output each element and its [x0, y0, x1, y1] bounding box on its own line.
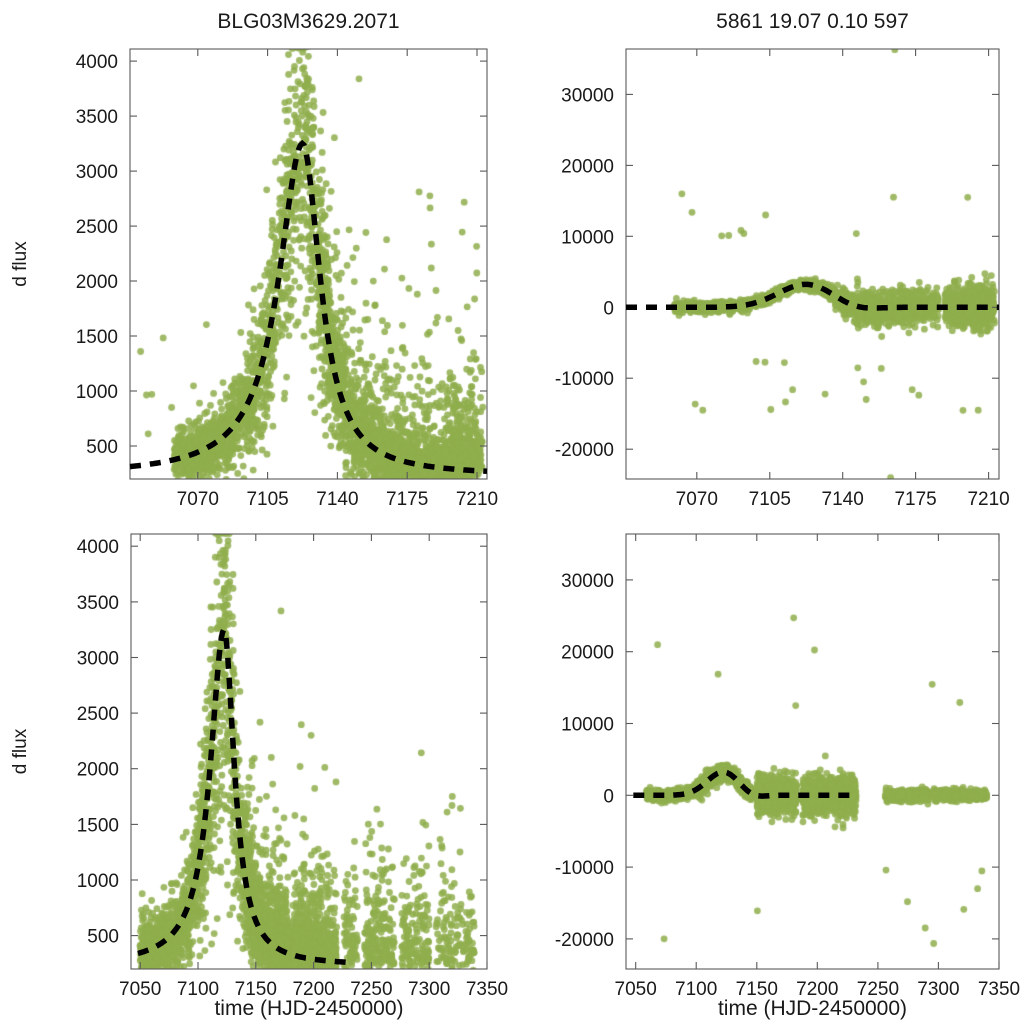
- svg-text:7050: 7050: [119, 979, 161, 1000]
- svg-text:1000: 1000: [76, 382, 118, 403]
- svg-text:7050: 7050: [615, 979, 657, 1000]
- svg-text:7175: 7175: [386, 489, 428, 510]
- svg-text:7105: 7105: [749, 489, 791, 510]
- svg-text:2000: 2000: [77, 760, 119, 781]
- svg-text:7300: 7300: [408, 979, 450, 1000]
- svg-text:d flux: d flux: [10, 728, 31, 774]
- svg-text:7175: 7175: [894, 489, 936, 510]
- svg-text:5861 19.07 0.10 597: 5861 19.07 0.10 597: [716, 10, 909, 33]
- svg-text:2000: 2000: [76, 272, 118, 293]
- svg-text:30000: 30000: [561, 571, 614, 592]
- svg-text:7350: 7350: [978, 979, 1020, 1000]
- svg-text:1500: 1500: [76, 327, 118, 348]
- svg-text:3500: 3500: [76, 107, 118, 128]
- svg-text:7140: 7140: [822, 489, 864, 510]
- svg-text:-10000: -10000: [555, 369, 614, 390]
- svg-text:7070: 7070: [177, 489, 219, 510]
- svg-text:1000: 1000: [77, 871, 119, 892]
- svg-text:30000: 30000: [561, 85, 614, 106]
- svg-text:3500: 3500: [77, 593, 119, 614]
- svg-text:0: 0: [603, 786, 614, 807]
- svg-text:500: 500: [87, 927, 119, 948]
- svg-text:BLG03M3629.2071: BLG03M3629.2071: [217, 10, 399, 33]
- svg-text:7350: 7350: [466, 979, 508, 1000]
- svg-text:4000: 4000: [76, 52, 118, 73]
- svg-text:4000: 4000: [77, 537, 119, 558]
- svg-text:7100: 7100: [675, 979, 717, 1000]
- svg-text:500: 500: [86, 437, 118, 458]
- svg-text:1500: 1500: [77, 815, 119, 836]
- svg-text:2500: 2500: [76, 217, 118, 238]
- svg-text:7210: 7210: [967, 489, 1009, 510]
- svg-text:3000: 3000: [76, 162, 118, 183]
- svg-text:-20000: -20000: [555, 930, 614, 951]
- svg-text:time (HJD-2450000): time (HJD-2450000): [214, 997, 403, 1020]
- svg-text:d flux: d flux: [10, 241, 31, 287]
- svg-text:2500: 2500: [77, 704, 119, 725]
- svg-text:7300: 7300: [917, 979, 959, 1000]
- svg-text:-10000: -10000: [555, 858, 614, 879]
- svg-text:7070: 7070: [676, 489, 718, 510]
- svg-text:-20000: -20000: [555, 440, 614, 461]
- svg-text:20000: 20000: [561, 156, 614, 177]
- svg-text:10000: 10000: [561, 227, 614, 248]
- svg-text:7210: 7210: [456, 489, 498, 510]
- svg-text:20000: 20000: [561, 643, 614, 664]
- svg-text:7100: 7100: [177, 979, 219, 1000]
- svg-text:time (HJD-2450000): time (HJD-2450000): [718, 997, 907, 1020]
- svg-text:0: 0: [603, 298, 614, 319]
- svg-text:7105: 7105: [246, 489, 288, 510]
- svg-text:7140: 7140: [316, 489, 358, 510]
- svg-text:3000: 3000: [77, 649, 119, 670]
- svg-text:10000: 10000: [561, 715, 614, 736]
